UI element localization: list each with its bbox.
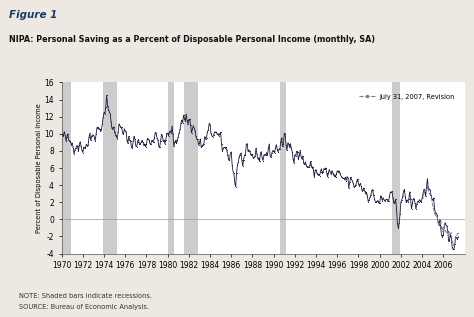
Bar	[183, 82, 199, 254]
Text: NOTE: Shaded bars indicate recessions.: NOTE: Shaded bars indicate recessions.	[19, 293, 152, 299]
Text: Figure 1: Figure 1	[9, 10, 58, 20]
Bar	[280, 82, 286, 254]
Text: SOURCE: Bureau of Economic Analysis.: SOURCE: Bureau of Economic Analysis.	[19, 304, 149, 310]
Bar	[168, 82, 174, 254]
Text: NIPA: Personal Saving as a Percent of Disposable Personal Income (monthly, SA): NIPA: Personal Saving as a Percent of Di…	[9, 35, 375, 44]
Y-axis label: Percent of Disposable Personal Income: Percent of Disposable Personal Income	[36, 103, 42, 233]
Bar	[392, 82, 400, 254]
Legend: July 31, 2007, Revision: July 31, 2007, Revision	[356, 91, 457, 102]
Bar	[103, 82, 117, 254]
Bar	[61, 82, 71, 254]
